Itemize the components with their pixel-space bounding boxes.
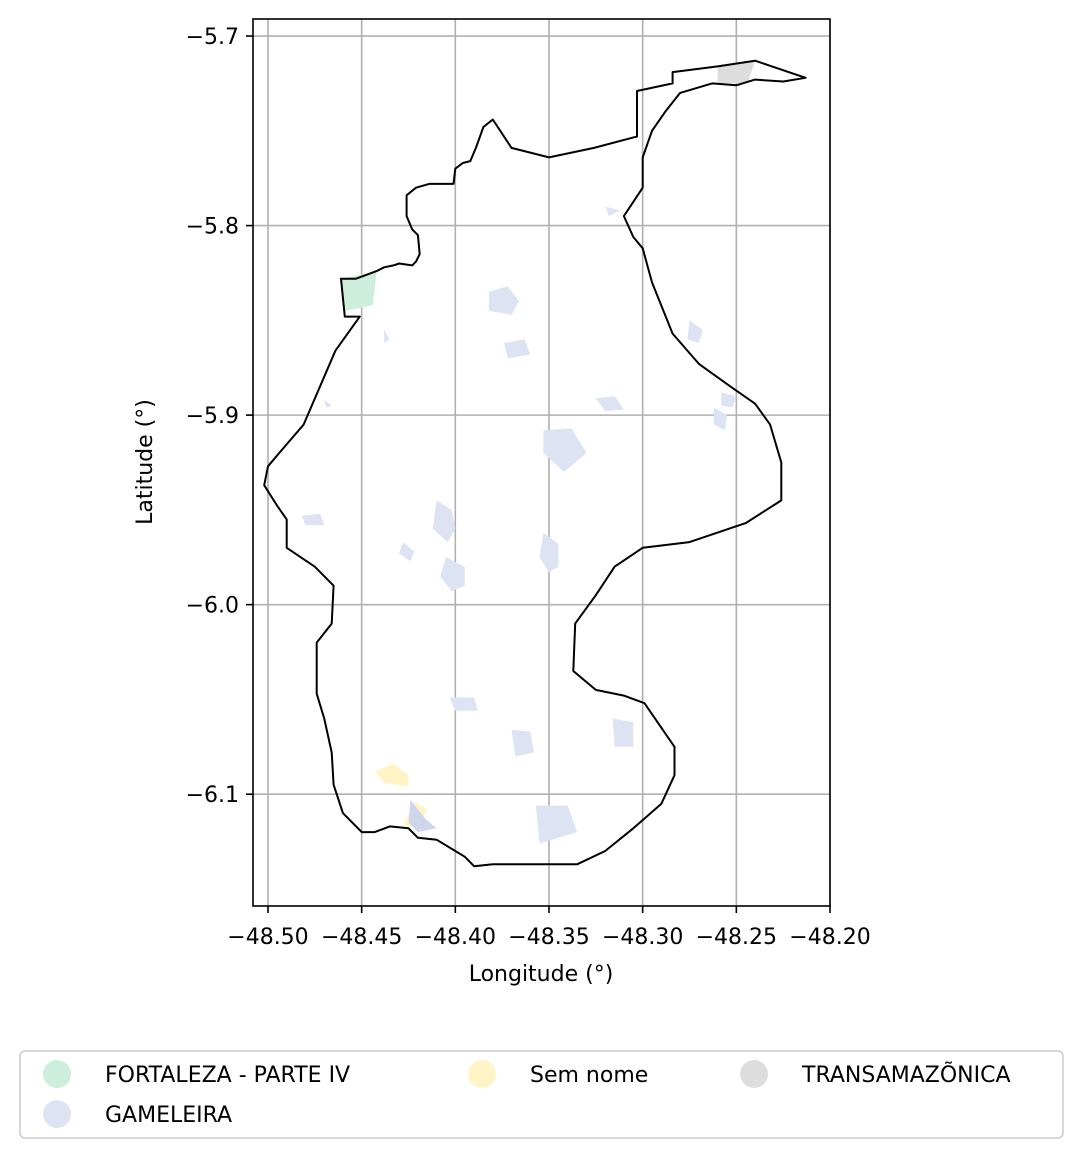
y-tick-label: −5.9 [186,404,239,429]
legend-swatch-fortaleza-parte-iv [43,1060,71,1088]
region-gameleira [612,718,634,747]
region-gameleira [399,542,415,562]
x-tick-label: −48.20 [789,925,870,950]
region-transamaz-nica [717,60,756,84]
y-tick-label: −5.8 [186,215,239,240]
region-gameleira [440,557,465,592]
region-gameleira [535,805,578,844]
legend-swatch-gameleira [43,1100,71,1128]
region-gameleira [595,396,624,412]
x-tick-label: −48.45 [321,925,402,950]
region-fortaleza-parte-iv [341,271,377,311]
region-gameleira [489,286,519,315]
grid-lines [253,19,831,906]
region-gameleira [539,532,559,573]
x-axis-label: Longitude (°) [469,962,614,987]
x-tick-label: −48.40 [415,925,496,950]
y-tick-label: −5.7 [186,25,239,50]
region-gameleira [721,392,737,408]
legend-label-sem-nome: Sem nome [530,1063,648,1088]
x-tick-label: −48.50 [227,925,308,950]
x-tick-label: −48.35 [508,925,589,950]
axes-frame [252,18,831,907]
y-tick-label: −6.1 [186,783,239,808]
legend-label-fortaleza-parte-iv: FORTALEZA - PARTE IV [105,1063,350,1088]
y-axis-label: Latitude (°) [133,399,158,525]
x-tick-label: −48.30 [602,925,683,950]
region-gameleira [687,320,703,344]
region-sem-nome [374,763,409,787]
legend-box [19,1050,1064,1139]
region-unnamed-region [408,799,437,833]
axis-ticks: −48.50 −48.45 −48.40 −48.35 −48.30 −48.25 −48.… [186,25,871,950]
region-gameleira [605,206,621,217]
legend: FORTALEZA - PARTE IV GAMELEIRA Sem nome TRA… [19,1050,1064,1139]
region-gameleira [301,513,325,525]
legend-label-transamaz-nica: TRANSAMAZÕNICA [801,1061,1011,1088]
legend-swatch-sem-nome [468,1060,496,1088]
region-gameleira [543,428,587,472]
legend-swatch-transamaz-nica [740,1060,768,1088]
x-tick-label: −48.25 [696,925,777,950]
region-gameleira [713,407,727,431]
map-regions [301,60,756,844]
region-gameleira [324,400,332,408]
y-tick-label: −6.0 [186,594,239,619]
region-gameleira [511,729,534,757]
legend-label-gameleira: GAMELEIRA [105,1103,232,1128]
region-gameleira [432,500,456,543]
municipal-boundary [263,59,807,868]
region-gameleira [504,339,531,359]
region-gameleira [384,329,390,344]
region-gameleira [449,697,478,711]
